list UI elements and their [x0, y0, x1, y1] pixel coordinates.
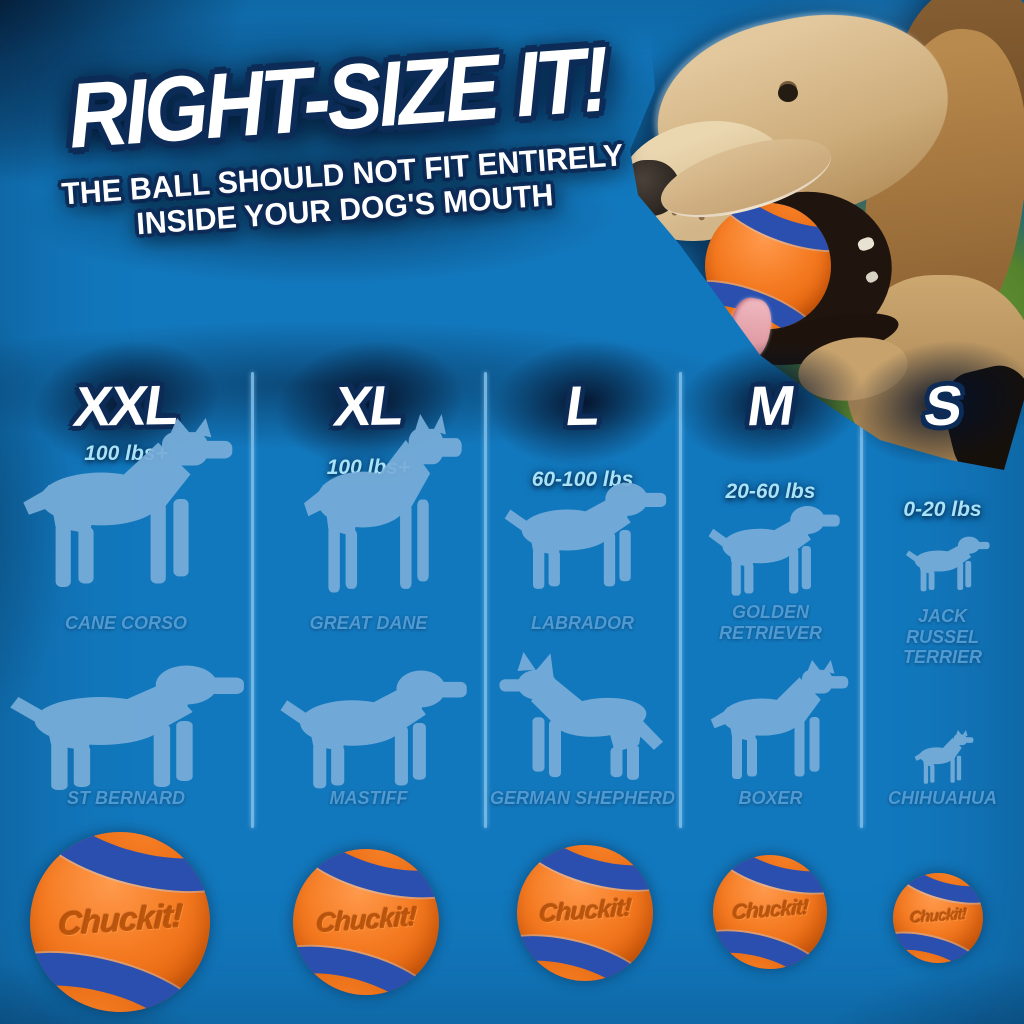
silhouette-golden-retriever [704, 492, 842, 600]
size-column-xxl: XXL 100 lbs+ CANE CORSO ST BERNARD [0, 370, 252, 830]
breed-label-cane-corso: CANE CORSO [64, 613, 187, 633]
size-label-l: L [481, 374, 684, 438]
weight-range-m: 20-60 lbs [725, 480, 816, 503]
ball-logo-s: Chuckit! [910, 906, 967, 928]
chuckit-ball-xxl: Chuckit! [10, 812, 230, 1024]
ball-stripe [277, 930, 451, 1011]
masthead: RIGHT-SIZE IT! THE BALL SHOULD NOT FIT E… [25, 28, 656, 249]
ball-logo-xl: Chuckit! [315, 901, 417, 939]
silhouette-boxer [702, 660, 852, 784]
chuckit-ball-m: Chuckit! [700, 842, 840, 982]
silhouette-mastiff [274, 652, 470, 794]
column-divider-1 [251, 372, 254, 828]
silhouette-labrador [499, 466, 669, 594]
silhouette-great-dane [294, 414, 466, 600]
size-column-s: S 0-20 lbs JACK RUSSEL TERRIER CHIHUAHUA [861, 370, 1024, 830]
breed-label-st-bernard: ST BERNARD [66, 788, 185, 808]
silhouette-german-shepherd [495, 652, 675, 788]
chuckit-ball-l: Chuckit! [502, 830, 668, 996]
size-column-xl: XL 100 lbs+ GREAT DANE MASTIFF [252, 370, 485, 830]
silhouette-st-bernard [2, 646, 248, 796]
weight-range-s: 0-20 lbs [903, 498, 982, 521]
silhouette-jack-russel-terrier [903, 528, 991, 594]
breed-label-labrador: LABRADOR [531, 613, 634, 633]
ball-logo-xxl: Chuckit! [57, 896, 183, 943]
breed-label-boxer: BOXER [738, 788, 803, 808]
column-divider-2 [484, 372, 487, 828]
ball-stripe [700, 918, 836, 982]
breed-label-great-dane: GREAT DANE [309, 613, 428, 633]
chuckit-ball-xl: Chuckit! [277, 833, 455, 1011]
ball-logo-m: Chuckit! [731, 896, 809, 925]
breed-label-german-shepherd: GERMAN SHEPHERD [489, 788, 676, 808]
silhouette-cane-corso [10, 418, 238, 594]
size-column-m: M 20-60 lbs GOLDEN RETRIEVER BOXER [680, 370, 861, 830]
silhouette-chihuahua [911, 730, 975, 786]
breed-label-mastiff: MASTIFF [329, 788, 408, 808]
ball-logo-l: Chuckit! [538, 893, 632, 929]
chuckit-ball-s: Chuckit! [883, 863, 993, 973]
size-label-m: M [676, 374, 865, 438]
ball-stripe [883, 923, 990, 973]
weight-range-l: 60-100 lbs [531, 468, 634, 491]
breed-label-chihuahua: CHIHUAHUA [888, 788, 997, 808]
size-label-s: S [857, 374, 1024, 438]
column-divider-4 [860, 372, 863, 828]
breed-label-jack-russel-terrier: JACK RUSSEL TERRIER [902, 606, 982, 668]
breed-label-golden-retriever: GOLDEN RETRIEVER [718, 602, 823, 643]
size-column-l: L 60-100 lbs LABRADOR GERMAN SHEPHERD [485, 370, 680, 830]
ball-stripe [502, 920, 664, 996]
column-divider-3 [679, 372, 682, 828]
dog-eye [778, 84, 798, 102]
